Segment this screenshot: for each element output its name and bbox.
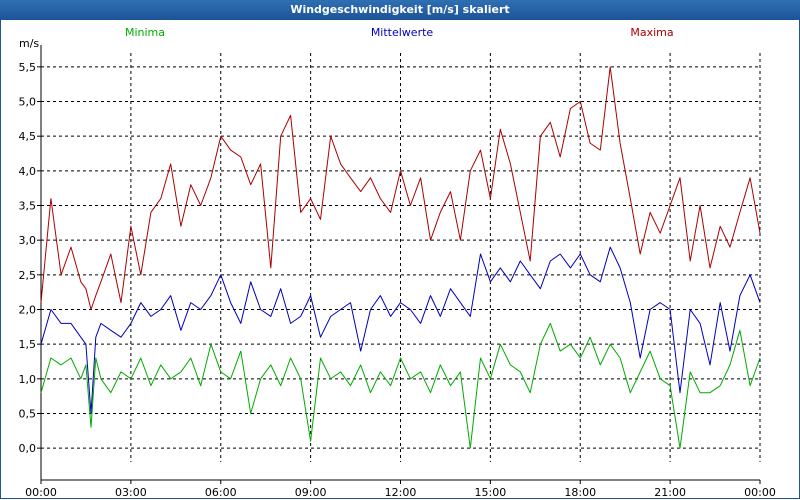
x-tick-time-label: 09:00: [295, 486, 327, 498]
x-tick-time-label: 18:00: [564, 486, 596, 498]
legend: Minima Mittelwerte Maxima: [125, 26, 674, 39]
legend-item-mittelwerte: Mittelwerte: [371, 26, 434, 39]
series-line-minima: [40, 322, 761, 449]
y-tick-label: 4,5: [19, 130, 37, 143]
y-tick-label: 4,0: [19, 165, 37, 178]
x-tick-time-label: 00:00: [744, 486, 776, 498]
y-axis-ticks: 0,0 0,5 1,0 1,5 2,0 2,5 3,0 3,5 4,0 4,5 5,0 5,5: [19, 61, 41, 455]
legend-item-minima: Minima: [125, 26, 165, 39]
series-line-maxima: [40, 66, 761, 310]
y-axis-label: m/s: [19, 37, 39, 50]
y-tick-label: 3,5: [19, 200, 37, 213]
x-tick-time-label: 03:00: [115, 486, 147, 498]
chart-title: Windgeschwindigkeit [m/s] skaliert: [290, 3, 510, 16]
y-tick-label: 5,5: [19, 61, 37, 74]
y-tick-label: 5,0: [19, 96, 37, 109]
y-tick-label: 2,5: [19, 269, 37, 282]
y-tick-label: 0,0: [19, 442, 37, 455]
grid-lines: [41, 53, 761, 462]
x-tick-time-label: 15:00: [475, 486, 507, 498]
line-chart: 0,0 0,5 1,0 1,5 2,0 2,5 3,0 3,5 4,0 4,5 5,0 5,5 00:…: [19, 26, 776, 498]
data-series: [40, 66, 761, 449]
x-tick-time-label: 00:00: [25, 486, 57, 498]
y-tick-label: 2,0: [19, 303, 37, 316]
x-tick-time-label: 21:00: [654, 486, 686, 498]
y-tick-label: 0,5: [19, 407, 37, 420]
y-tick-label: 3,0: [19, 234, 37, 247]
x-tick-time-label: 06:00: [205, 486, 237, 498]
x-tick-time-label: 12:00: [385, 486, 417, 498]
chart-title-bar: Windgeschwindigkeit [m/s] skaliert: [0, 0, 800, 20]
legend-item-maxima: Maxima: [630, 26, 673, 39]
series-line-mittelwerte: [40, 246, 761, 414]
y-tick-label: 1,5: [19, 338, 37, 351]
y-tick-label: 1,0: [19, 373, 37, 386]
x-axis-ticks: 00:0026.11.1903:0026.11.1906:0026.11.190…: [25, 480, 776, 498]
